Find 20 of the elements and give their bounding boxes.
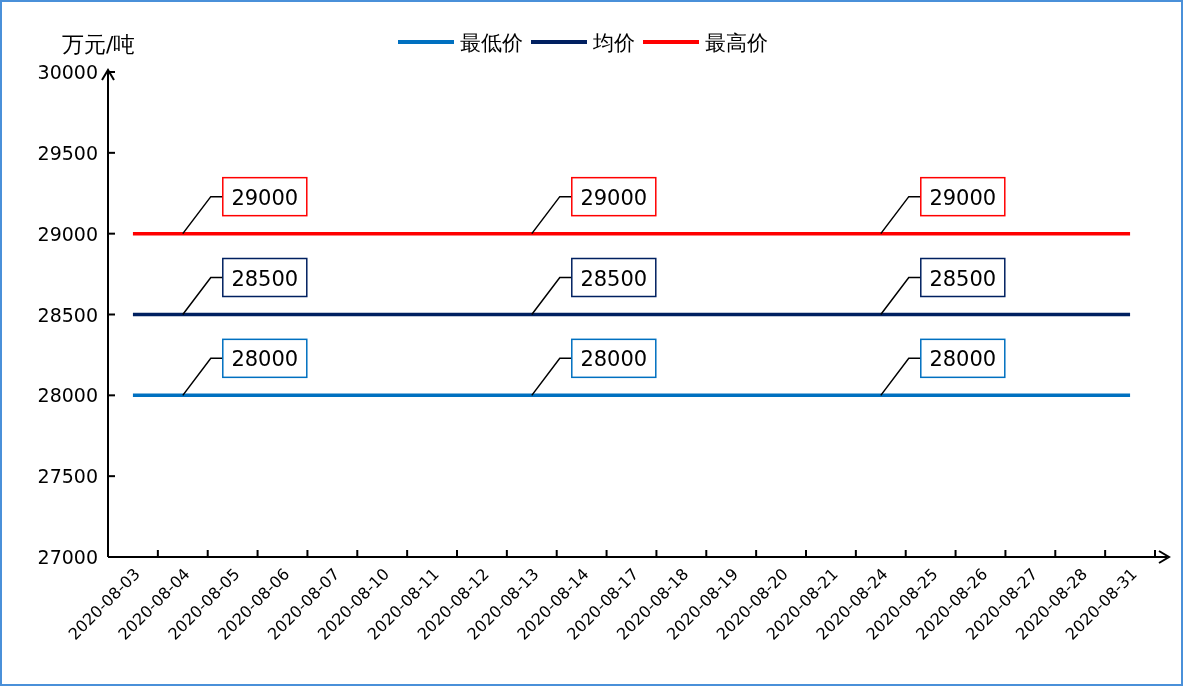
legend-label: 均价	[592, 31, 635, 55]
data-label: 28000	[580, 347, 648, 372]
y-tick-label: 28500	[37, 303, 98, 326]
data-label: 28500	[929, 266, 997, 291]
y-tick-label: 29000	[37, 222, 98, 245]
data-label: 28500	[231, 266, 299, 291]
legend-label: 最低价	[460, 31, 523, 55]
data-label: 29000	[580, 185, 648, 210]
data-label: 28000	[231, 347, 299, 372]
y-tick-label: 29500	[37, 141, 98, 164]
data-label: 29000	[231, 185, 299, 210]
y-tick-label: 27500	[37, 465, 98, 488]
data-label: 28500	[580, 266, 648, 291]
y-tick-label: 28000	[37, 384, 98, 407]
y-axis-title: 万元/吨	[62, 32, 136, 57]
data-label: 29000	[929, 185, 997, 210]
y-tick-label: 30000	[37, 61, 98, 83]
legend-label: 最高价	[705, 31, 768, 55]
data-label: 28000	[929, 347, 997, 372]
y-tick-label: 27000	[37, 546, 98, 568]
